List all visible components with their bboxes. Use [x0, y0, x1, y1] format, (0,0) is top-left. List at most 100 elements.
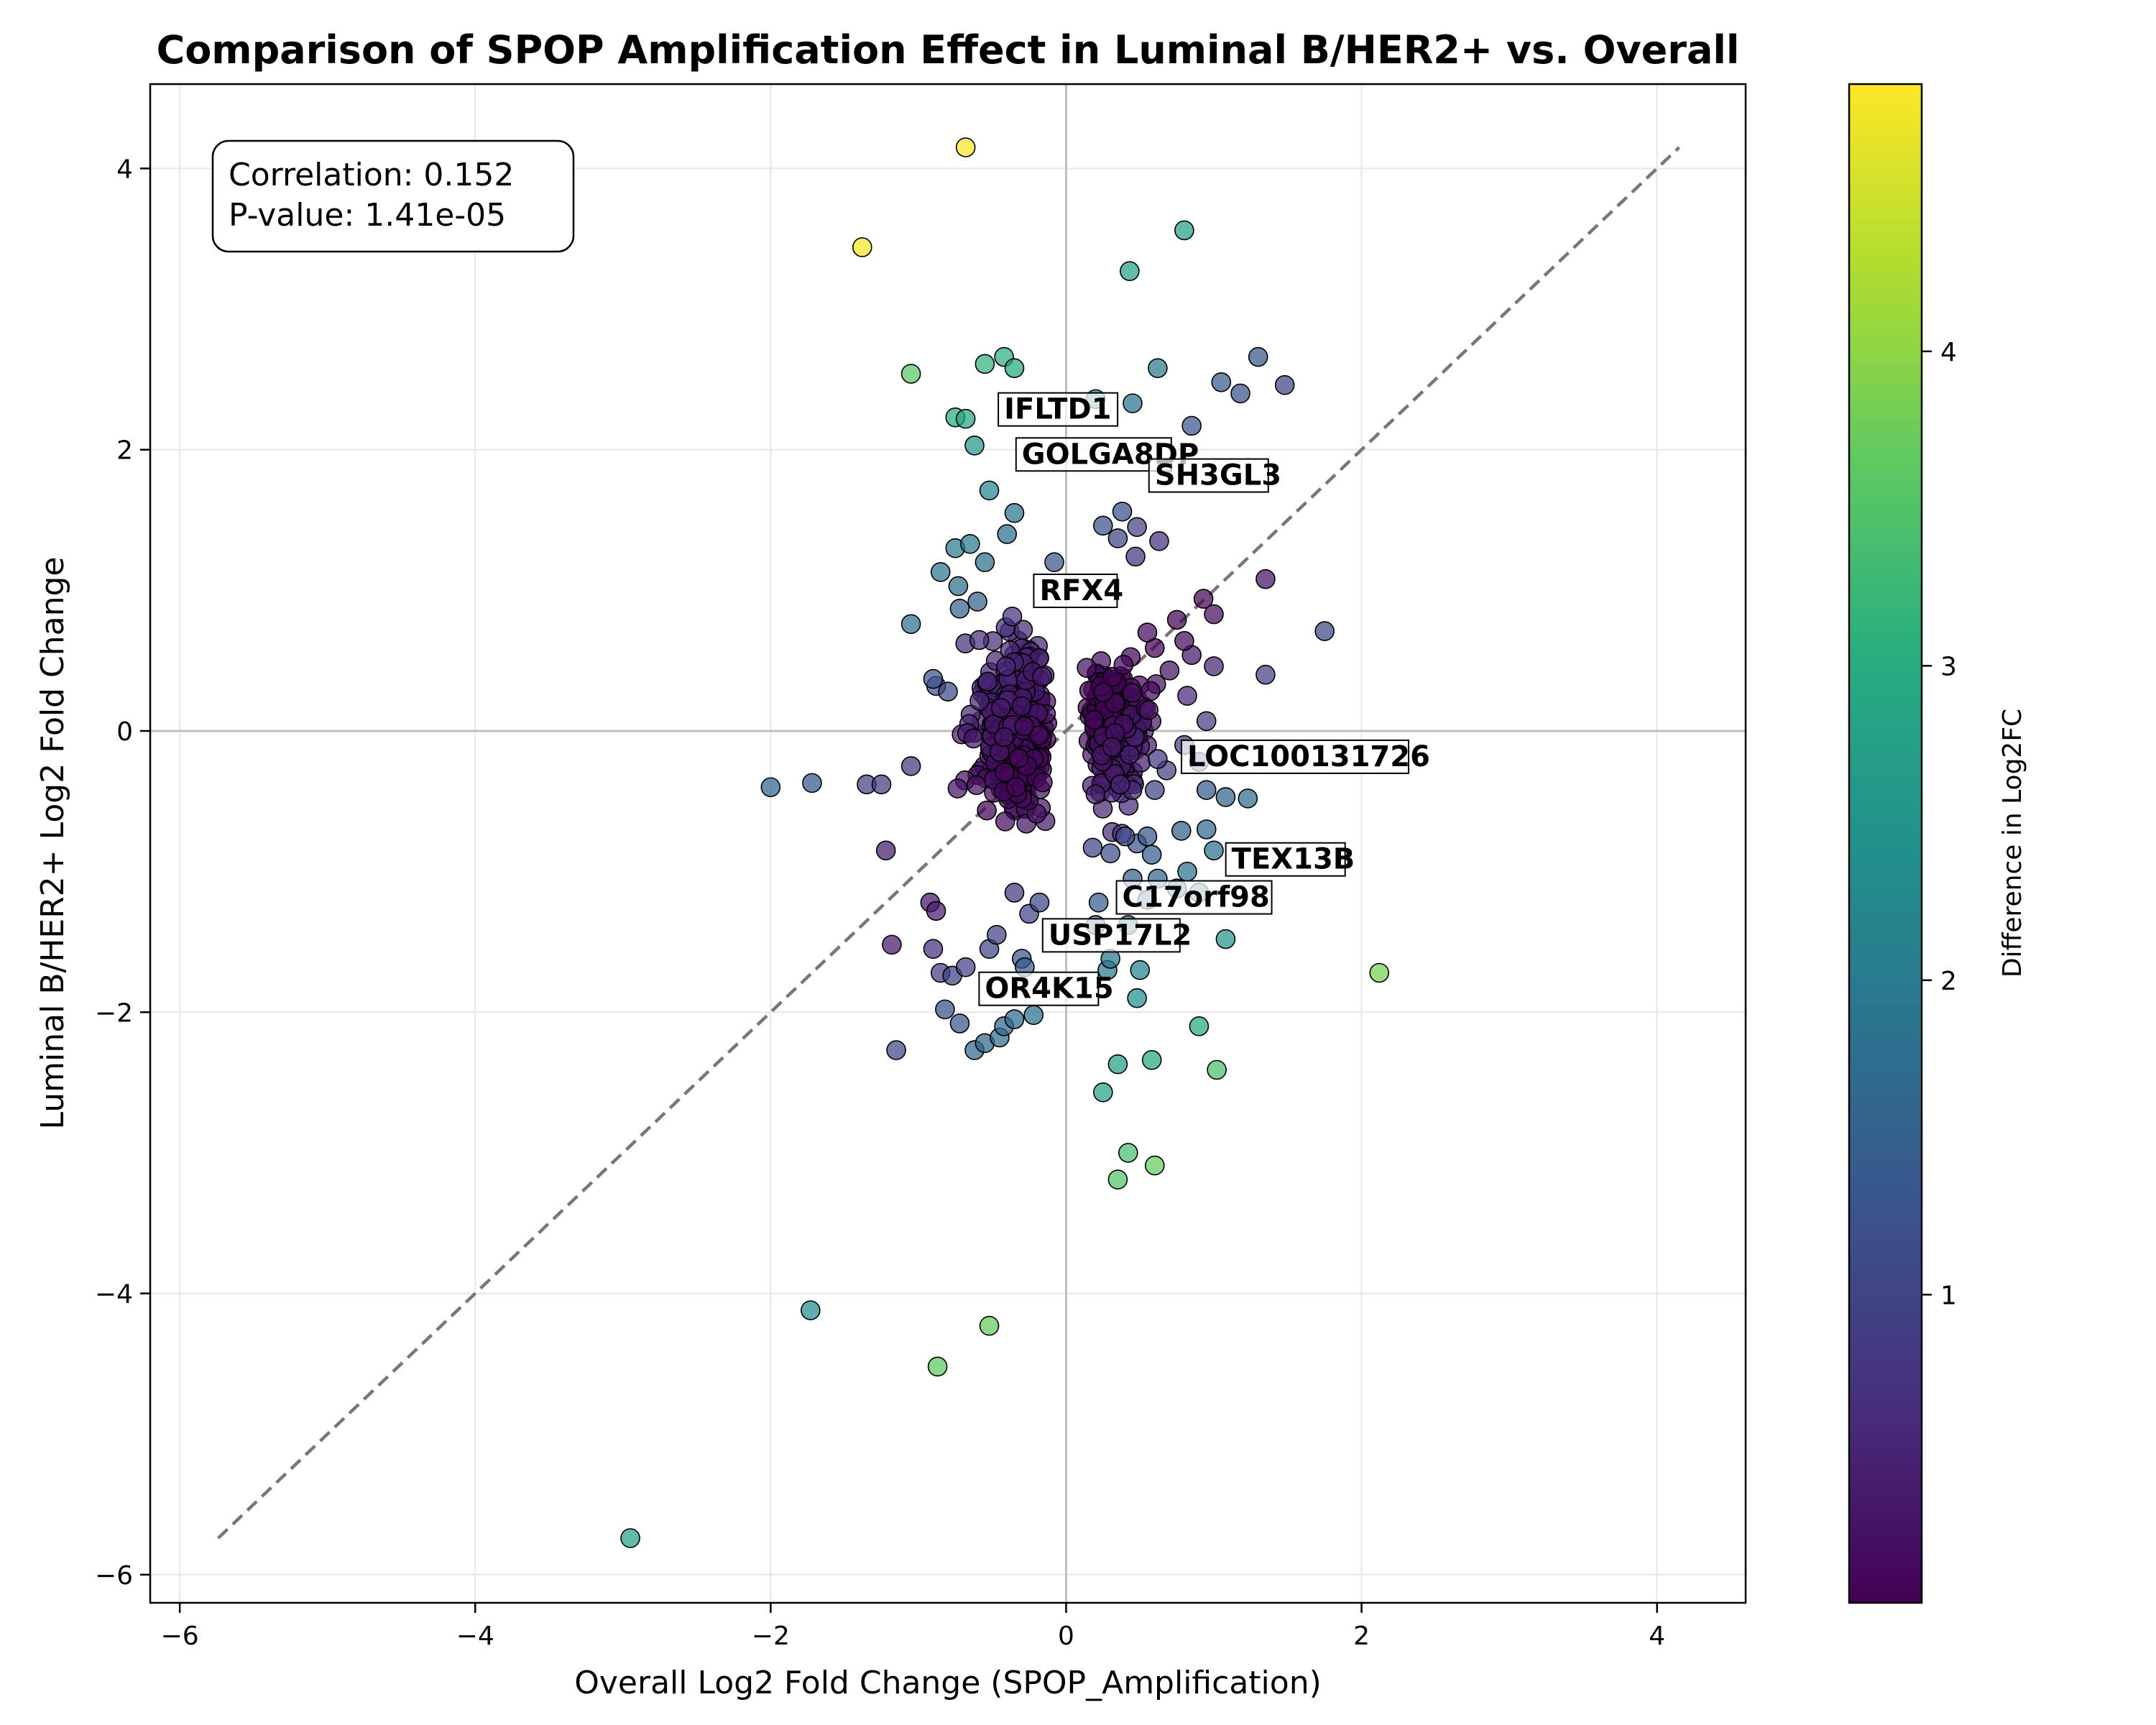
- data-point: [1138, 700, 1158, 720]
- data-point: [1204, 840, 1224, 861]
- data-point: [1230, 383, 1250, 404]
- data-point: [1088, 892, 1109, 913]
- data-point: [1171, 821, 1192, 841]
- x-tick-label: −6: [161, 1622, 199, 1651]
- data-point: [852, 237, 872, 257]
- data-point: [1044, 552, 1064, 573]
- data-point: [926, 901, 946, 921]
- data-point: [882, 934, 902, 955]
- data-point: [875, 840, 896, 861]
- data-point: [935, 999, 955, 1020]
- data-point: [938, 681, 958, 702]
- data-point: [1127, 988, 1147, 1008]
- y-tick-label: 4: [116, 155, 133, 184]
- gene-labels: IFLTD1GOLGA8DPSH3GL3RFX4LOC100131726TEX1…: [978, 392, 1430, 1006]
- data-point: [1112, 501, 1133, 522]
- data-point: [1204, 656, 1224, 676]
- data-point: [1093, 682, 1114, 702]
- data-point: [1004, 1009, 1025, 1029]
- colorbar-tick-label: 1: [1940, 1281, 1957, 1310]
- data-point: [1093, 1082, 1113, 1103]
- data-point: [964, 436, 985, 456]
- data-point: [995, 811, 1015, 832]
- data-point: [1113, 655, 1134, 675]
- data-point: [1196, 711, 1217, 732]
- gene-label-box: [1033, 574, 1118, 609]
- data-point: [1159, 661, 1180, 681]
- y-tick-label: −4: [95, 1280, 133, 1310]
- colorbar-tick-label: 2: [1940, 967, 1957, 996]
- data-point: [1077, 658, 1097, 678]
- data-point: [1148, 749, 1168, 769]
- data-point: [1102, 737, 1123, 758]
- y-tick-label: 2: [116, 436, 133, 466]
- data-point: [801, 1300, 821, 1320]
- colorbar-tick-label: 4: [1940, 338, 1957, 367]
- data-point: [1130, 960, 1151, 980]
- x-axis-ticks: −6 −4 −2 0 2 4: [161, 1603, 1665, 1651]
- pvalue-text: P-value: 1.41e-05: [229, 197, 506, 234]
- data-point: [871, 774, 892, 795]
- data-point: [1032, 666, 1052, 687]
- data-point: [948, 576, 969, 597]
- data-point: [1122, 683, 1143, 703]
- data-point: [1118, 1143, 1138, 1163]
- data-point: [955, 408, 976, 429]
- data-point: [997, 524, 1018, 544]
- data-point: [1248, 346, 1268, 367]
- data-point: [1107, 1054, 1128, 1075]
- y-axis-ticks: −6 −4 −2 0 2 4: [95, 155, 150, 1591]
- colorbar-ticks: 1 2 3 4: [1922, 338, 1957, 1310]
- x-tick-label: −2: [752, 1622, 790, 1651]
- data-point: [1002, 607, 1023, 627]
- data-point: [1137, 622, 1158, 643]
- data-point: [1100, 843, 1120, 863]
- data-point: [1006, 777, 1026, 797]
- gene-label-box: [1225, 842, 1346, 877]
- gene-label-box: [1148, 458, 1269, 493]
- x-tick-label: −4: [456, 1622, 494, 1651]
- data-point: [927, 1356, 948, 1377]
- data-point: [994, 727, 1014, 748]
- data-point: [1120, 261, 1140, 282]
- gene-label: USP17L2: [1049, 919, 1192, 952]
- data-point: [1166, 610, 1187, 630]
- data-point: [963, 728, 984, 749]
- data-point: [802, 773, 822, 794]
- data-point: [1274, 374, 1295, 395]
- data-point: [1123, 393, 1143, 413]
- data-point: [1144, 1155, 1165, 1176]
- colorbar: 1 2 3 4 Difference in Log2FC: [1848, 83, 2027, 1604]
- x-tick-label: 4: [1649, 1622, 1665, 1651]
- data-point: [1211, 372, 1232, 392]
- data-point: [975, 552, 995, 573]
- data-point: [1369, 962, 1390, 983]
- y-axis-label: Luminal B/HER2+ Log2 Fold Change: [34, 557, 71, 1130]
- correlation-text: Correlation: 0.152: [229, 157, 514, 193]
- gene-label: RFX4: [1039, 574, 1123, 607]
- y-tick-label: −2: [95, 998, 133, 1028]
- data-point: [1256, 664, 1276, 685]
- data-point: [1004, 883, 1025, 903]
- data-point: [1256, 569, 1276, 589]
- data-point: [1033, 772, 1053, 793]
- data-point: [1204, 604, 1224, 625]
- data-point: [620, 1528, 640, 1548]
- reference-lines: [150, 84, 1746, 1603]
- data-point: [1028, 725, 1049, 745]
- stats-box: Correlation: 0.152 P-value: 1.41e-05: [211, 139, 575, 253]
- data-point: [1238, 788, 1258, 809]
- data-point: [1141, 1049, 1162, 1070]
- data-point: [1149, 531, 1169, 551]
- data-point: [977, 800, 997, 821]
- chart-title: Comparison of SPOP Amplification Effect …: [157, 27, 1740, 73]
- data-point: [900, 614, 921, 635]
- data-point: [1029, 892, 1050, 913]
- gene-label-box: [1041, 918, 1181, 953]
- data-point: [1023, 1005, 1044, 1025]
- data-point: [1177, 861, 1197, 882]
- data-point: [1014, 716, 1035, 737]
- data-point: [990, 698, 1011, 718]
- data-point: [1141, 845, 1162, 865]
